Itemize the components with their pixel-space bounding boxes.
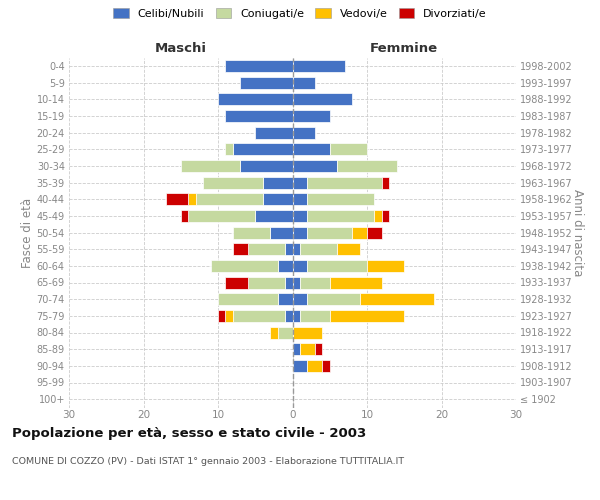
Bar [278, 293, 293, 305]
Bar [293, 293, 307, 305]
Bar [255, 210, 293, 222]
Bar [330, 310, 404, 322]
Bar [270, 326, 278, 338]
Bar [300, 310, 330, 322]
Bar [293, 76, 315, 88]
Bar [233, 310, 285, 322]
Bar [166, 193, 188, 205]
Bar [300, 243, 337, 255]
Bar [307, 293, 359, 305]
Bar [293, 193, 307, 205]
Bar [337, 160, 397, 172]
Bar [188, 193, 196, 205]
Bar [270, 226, 293, 238]
Bar [315, 343, 322, 355]
Bar [359, 293, 434, 305]
Bar [330, 143, 367, 155]
Bar [307, 226, 352, 238]
Bar [300, 343, 315, 355]
Bar [233, 143, 293, 155]
Bar [241, 76, 293, 88]
Bar [263, 176, 293, 188]
Bar [293, 243, 300, 255]
Bar [211, 260, 278, 272]
Text: Maschi: Maschi [155, 42, 207, 55]
Bar [307, 260, 367, 272]
Bar [181, 210, 188, 222]
Bar [226, 276, 248, 288]
Bar [367, 226, 382, 238]
Bar [337, 243, 359, 255]
Bar [352, 226, 367, 238]
Bar [300, 276, 330, 288]
Bar [293, 60, 344, 72]
Bar [382, 176, 389, 188]
Bar [226, 110, 293, 122]
Bar [285, 243, 293, 255]
Bar [330, 276, 382, 288]
Bar [293, 160, 337, 172]
Bar [293, 226, 307, 238]
Bar [248, 243, 285, 255]
Bar [293, 110, 330, 122]
Bar [218, 310, 226, 322]
Bar [374, 210, 382, 222]
Bar [293, 210, 307, 222]
Bar [367, 260, 404, 272]
Bar [293, 176, 307, 188]
Bar [226, 60, 293, 72]
Bar [293, 276, 300, 288]
Bar [293, 126, 315, 138]
Bar [307, 176, 382, 188]
Bar [285, 310, 293, 322]
Bar [255, 126, 293, 138]
Bar [293, 260, 307, 272]
Bar [241, 160, 293, 172]
Bar [196, 193, 263, 205]
Bar [293, 310, 300, 322]
Bar [293, 360, 307, 372]
Bar [322, 360, 330, 372]
Bar [307, 360, 322, 372]
Bar [293, 326, 322, 338]
Bar [307, 193, 374, 205]
Bar [218, 93, 293, 105]
Bar [293, 93, 352, 105]
Bar [278, 260, 293, 272]
Bar [263, 193, 293, 205]
Y-axis label: Fasce di età: Fasce di età [20, 198, 34, 268]
Bar [278, 326, 293, 338]
Bar [233, 243, 248, 255]
Bar [218, 293, 278, 305]
Bar [293, 343, 300, 355]
Bar [233, 226, 270, 238]
Text: COMUNE DI COZZO (PV) - Dati ISTAT 1° gennaio 2003 - Elaborazione TUTTITALIA.IT: COMUNE DI COZZO (PV) - Dati ISTAT 1° gen… [12, 458, 404, 466]
Text: Femmine: Femmine [370, 42, 439, 55]
Bar [226, 310, 233, 322]
Text: Popolazione per età, sesso e stato civile - 2003: Popolazione per età, sesso e stato civil… [12, 428, 366, 440]
Bar [181, 160, 241, 172]
Bar [248, 276, 285, 288]
Bar [293, 143, 330, 155]
Bar [203, 176, 263, 188]
Bar [307, 210, 374, 222]
Bar [188, 210, 255, 222]
Legend: Celibi/Nubili, Coniugati/e, Vedovi/e, Divorziati/e: Celibi/Nubili, Coniugati/e, Vedovi/e, Di… [113, 8, 487, 19]
Bar [382, 210, 389, 222]
Bar [285, 276, 293, 288]
Y-axis label: Anni di nascita: Anni di nascita [571, 189, 584, 276]
Bar [226, 143, 233, 155]
